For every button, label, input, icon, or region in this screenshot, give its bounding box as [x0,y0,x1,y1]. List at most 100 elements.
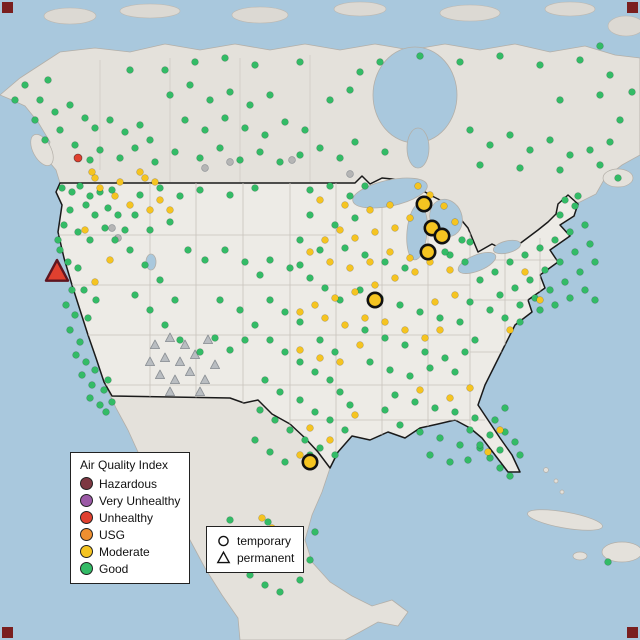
station-marker-good[interactable] [226,346,234,354]
station-marker-moderate[interactable] [146,206,154,214]
station-marker-good[interactable] [541,266,549,274]
station-marker-good[interactable] [346,86,354,94]
station-marker-moderate[interactable] [136,168,144,176]
station-marker-good[interactable] [66,326,74,334]
station-marker-good[interactable] [496,446,504,454]
station-marker-moderate[interactable] [81,226,89,234]
station-marker-good[interactable] [64,258,72,266]
station-marker-moderate[interactable] [421,334,429,342]
station-marker-good[interactable] [171,296,179,304]
station-marker-good[interactable] [60,221,68,229]
station-marker-good[interactable] [71,141,79,149]
station-marker-good[interactable] [241,258,249,266]
temporary-station-marker-moderate-highlight[interactable] [366,291,384,309]
station-marker-good[interactable] [604,558,612,566]
station-marker-moderate[interactable] [88,168,96,176]
station-marker-good[interactable] [151,158,159,166]
station-marker-good[interactable] [156,184,164,192]
station-marker-good[interactable] [521,251,529,259]
station-marker-good[interactable] [486,431,494,439]
station-marker-good[interactable] [301,436,309,444]
station-marker-moderate[interactable] [296,308,304,316]
station-marker-good[interactable] [501,404,509,412]
station-marker-moderate[interactable] [366,258,374,266]
station-marker-good[interactable] [296,576,304,584]
station-marker-good[interactable] [311,408,319,416]
station-marker-good[interactable] [74,264,82,272]
station-marker-good[interactable] [551,301,559,309]
station-marker-good[interactable] [196,186,204,194]
station-marker-good[interactable] [396,301,404,309]
station-marker-moderate[interactable] [451,291,459,299]
station-marker-good[interactable] [171,148,179,156]
station-marker-good[interactable] [181,116,189,124]
station-marker-good[interactable] [346,401,354,409]
permanent-station-marker-gray[interactable] [195,386,205,396]
station-marker-good[interactable] [431,404,439,412]
station-marker-good[interactable] [96,401,104,409]
station-marker-good[interactable] [58,184,66,192]
station-marker-gray[interactable] [108,224,116,232]
station-marker-good[interactable] [74,228,82,236]
station-marker-good[interactable] [526,276,534,284]
station-marker-moderate[interactable] [466,384,474,392]
station-marker-good[interactable] [596,161,604,169]
station-marker-moderate[interactable] [436,326,444,334]
station-marker-good[interactable] [161,321,169,329]
station-marker-good[interactable] [126,246,134,254]
station-marker-good[interactable] [536,61,544,69]
station-marker-good[interactable] [196,348,204,356]
station-marker-moderate[interactable] [351,411,359,419]
station-marker-moderate[interactable] [440,202,448,210]
station-marker-good[interactable] [366,358,374,366]
station-marker-good[interactable] [36,96,44,104]
station-marker-good[interactable] [96,146,104,154]
station-marker-good[interactable] [156,276,164,284]
station-marker-good[interactable] [326,182,334,190]
station-marker-good[interactable] [92,296,100,304]
station-marker-good[interactable] [104,204,112,212]
station-marker-good[interactable] [54,236,62,244]
station-marker-moderate[interactable] [496,426,504,434]
station-marker-good[interactable] [81,114,89,122]
station-marker-good[interactable] [606,71,614,79]
station-marker-good[interactable] [436,314,444,322]
station-marker-good[interactable] [511,438,519,446]
station-marker-good[interactable] [466,426,474,434]
station-marker-gray[interactable] [226,158,234,166]
station-marker-good[interactable] [556,166,564,174]
station-marker-good[interactable] [561,278,569,286]
station-marker-good[interactable] [91,124,99,132]
station-marker-good[interactable] [576,268,584,276]
station-marker-good[interactable] [86,156,94,164]
station-marker-good[interactable] [331,221,339,229]
station-marker-good[interactable] [396,421,404,429]
station-marker-good[interactable] [441,248,449,256]
station-marker-good[interactable] [336,154,344,162]
station-marker-gray[interactable] [201,164,209,172]
station-marker-good[interactable] [161,66,169,74]
station-marker-moderate[interactable] [321,236,329,244]
station-marker-moderate[interactable] [91,174,99,182]
station-marker-good[interactable] [91,366,99,374]
station-marker-good[interactable] [251,321,259,329]
station-marker-good[interactable] [21,81,29,89]
station-marker-moderate[interactable] [336,226,344,234]
station-marker-good[interactable] [316,444,324,452]
station-marker-gray[interactable] [288,156,296,164]
station-marker-good[interactable] [486,141,494,149]
station-marker-good[interactable] [581,221,589,229]
station-marker-good[interactable] [114,211,122,219]
station-marker-good[interactable] [516,301,524,309]
station-marker-good[interactable] [31,116,39,124]
station-marker-good[interactable] [226,516,234,524]
station-marker-good[interactable] [261,376,269,384]
station-marker-good[interactable] [201,126,209,134]
station-marker-good[interactable] [281,118,289,126]
station-marker-moderate[interactable] [406,254,414,262]
station-marker-good[interactable] [591,296,599,304]
station-marker-good[interactable] [296,236,304,244]
station-marker-moderate[interactable] [366,206,374,214]
temporary-station-marker-moderate-highlight[interactable] [415,195,433,213]
station-marker-good[interactable] [596,42,604,50]
